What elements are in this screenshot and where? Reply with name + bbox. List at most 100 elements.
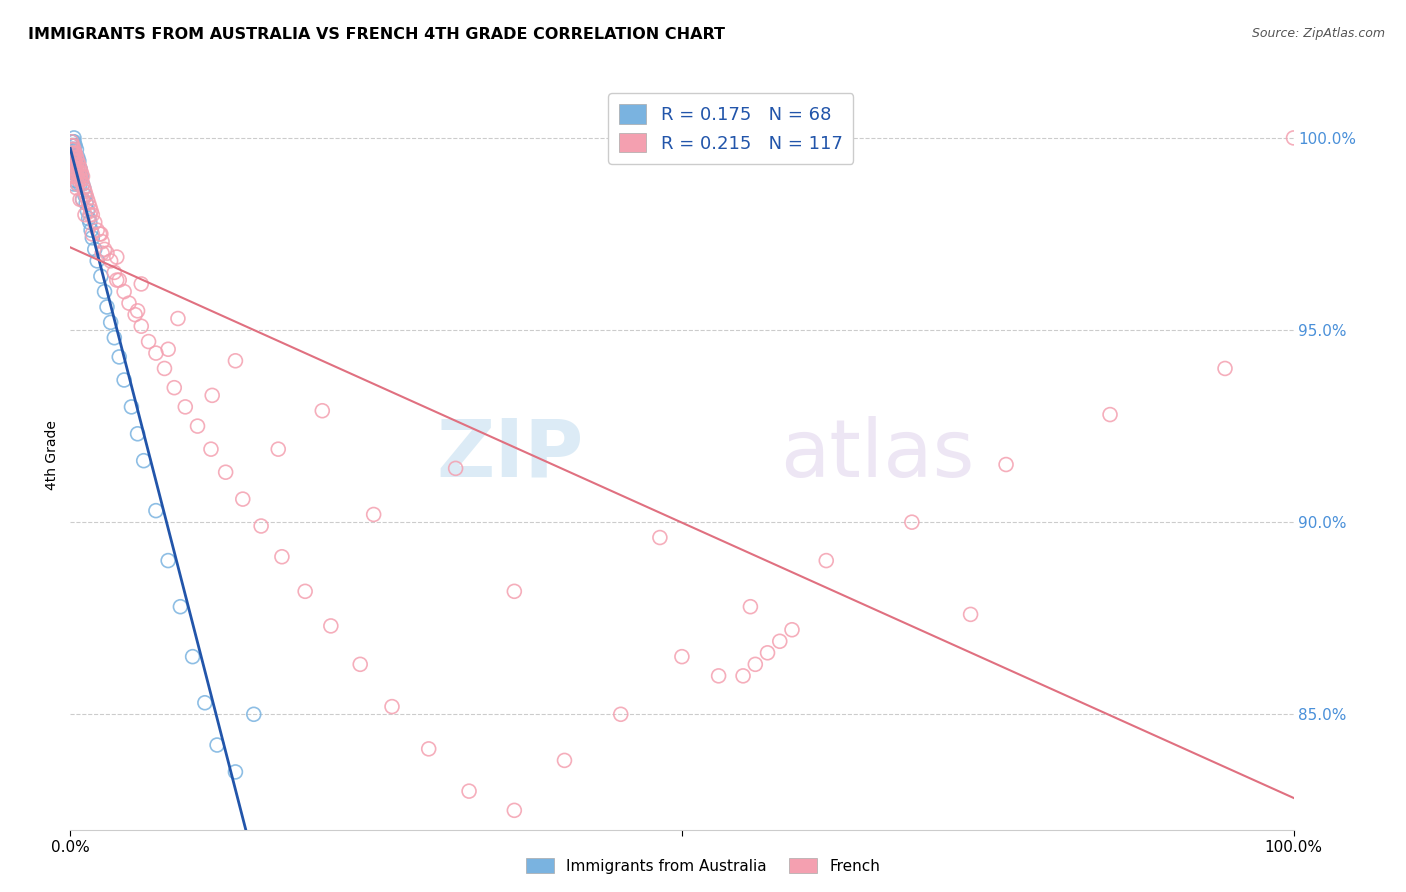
Point: [73, 181, 96, 195]
Text: ZIP: ZIP: [437, 416, 583, 494]
Y-axis label: 4th Grade: 4th Grade: [45, 420, 59, 490]
Point: [76, 193, 98, 207]
Point: [1213, 361, 1236, 376]
Point: [70, 173, 93, 187]
Point: [65, 165, 87, 179]
Point: [815, 553, 838, 567]
Point: [63, 169, 86, 184]
Point: [63, 138, 86, 153]
Point: [62, 161, 84, 176]
Point: [63, 138, 86, 153]
Point: [145, 346, 167, 360]
Point: [243, 707, 266, 722]
Point: [62, 138, 84, 153]
Point: [103, 265, 125, 279]
Point: [232, 492, 254, 507]
Point: [769, 634, 792, 648]
Point: [105, 273, 128, 287]
Point: [67, 173, 90, 187]
Point: [205, 738, 228, 752]
Point: [79, 200, 101, 214]
Point: [671, 649, 693, 664]
Legend: Immigrants from Australia, French: Immigrants from Australia, French: [520, 852, 886, 880]
Point: [73, 208, 96, 222]
Point: [62, 135, 84, 149]
Point: [65, 150, 87, 164]
Text: Source: ZipAtlas.com: Source: ZipAtlas.com: [1251, 27, 1385, 40]
Point: [82, 231, 104, 245]
Point: [267, 442, 290, 457]
Point: [129, 277, 152, 291]
Point: [108, 350, 131, 364]
Point: [63, 146, 86, 161]
Point: [63, 165, 86, 179]
Point: [458, 784, 481, 798]
Point: [63, 153, 86, 168]
Point: [194, 696, 217, 710]
Point: [60, 143, 83, 157]
Point: [63, 161, 86, 176]
Point: [311, 403, 333, 417]
Point: [174, 400, 197, 414]
Point: [167, 311, 190, 326]
Point: [63, 173, 86, 187]
Point: [73, 185, 96, 199]
Point: [65, 143, 87, 157]
Point: [89, 227, 111, 241]
Point: [62, 143, 84, 157]
Point: [60, 146, 83, 161]
Point: [82, 227, 104, 241]
Point: [69, 161, 91, 176]
Point: [250, 519, 273, 533]
Point: [780, 623, 803, 637]
Point: [83, 243, 105, 257]
Point: [127, 303, 149, 318]
Point: [63, 131, 86, 145]
Point: [72, 169, 94, 184]
Point: [112, 373, 135, 387]
Point: [63, 165, 86, 179]
Point: [96, 300, 118, 314]
Point: [553, 753, 575, 767]
Point: [72, 193, 94, 207]
Point: [418, 742, 440, 756]
Point: [740, 599, 762, 614]
Point: [82, 208, 104, 222]
Point: [163, 381, 186, 395]
Point: [127, 426, 149, 441]
Point: [65, 165, 87, 179]
Point: [62, 158, 84, 172]
Point: [157, 343, 180, 357]
Point: [67, 169, 90, 184]
Point: [214, 465, 236, 479]
Text: atlas: atlas: [780, 416, 974, 494]
Point: [63, 153, 86, 168]
Point: [200, 442, 222, 457]
Point: [100, 315, 122, 329]
Point: [63, 169, 86, 184]
Point: [63, 177, 86, 191]
Legend: R = 0.175   N = 68, R = 0.215   N = 117: R = 0.175 N = 68, R = 0.215 N = 117: [609, 93, 853, 163]
Point: [648, 531, 671, 545]
Point: [294, 584, 316, 599]
Point: [959, 607, 981, 622]
Point: [86, 253, 108, 268]
Point: [75, 196, 97, 211]
Point: [363, 508, 385, 522]
Point: [60, 138, 83, 153]
Point: [76, 203, 98, 218]
Point: [79, 208, 101, 222]
Point: [66, 177, 89, 191]
Point: [66, 150, 89, 164]
Point: [69, 193, 91, 207]
Point: [100, 253, 122, 268]
Point: [96, 246, 118, 260]
Point: [138, 334, 160, 349]
Point: [63, 150, 86, 164]
Point: [80, 203, 103, 218]
Point: [112, 285, 135, 299]
Point: [444, 461, 467, 475]
Point: [65, 158, 87, 172]
Point: [271, 549, 294, 564]
Point: [901, 515, 924, 529]
